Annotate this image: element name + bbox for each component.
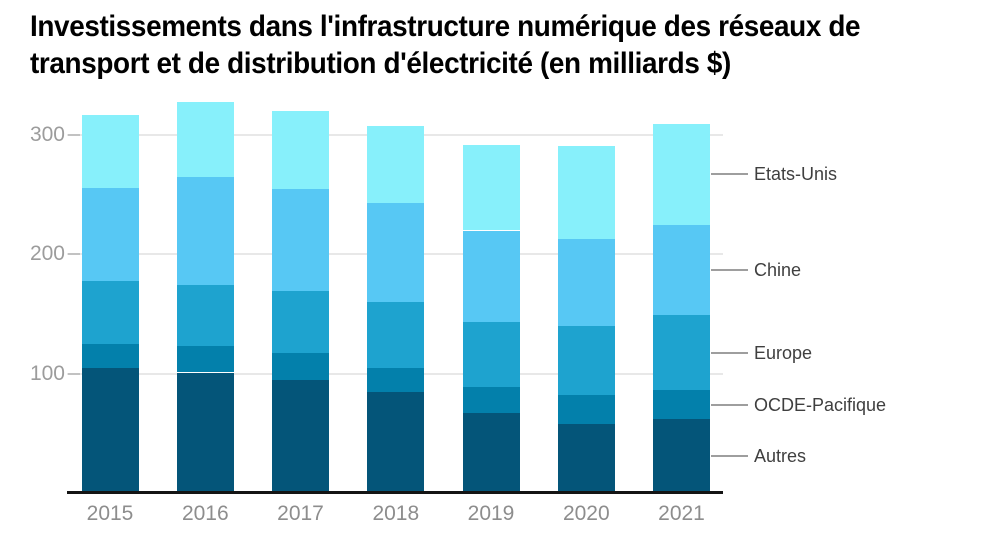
bar-segment-2019-OCDE-Pacifique[interactable] bbox=[462, 386, 520, 413]
bar-segment-2016-OCDE-Pacifique[interactable] bbox=[176, 346, 234, 373]
legend-connector-OCDE-Pacifique bbox=[711, 404, 748, 406]
x-tick-label-2018: 2018 bbox=[372, 502, 420, 525]
bar-segment-2016-Autres[interactable] bbox=[176, 372, 234, 493]
legend-connector-Autres bbox=[711, 455, 748, 457]
bar-segment-2018-Chine[interactable] bbox=[367, 203, 425, 303]
legend-label-Etats-Unis: Etats-Unis bbox=[754, 164, 838, 184]
x-tick-label-2017: 2017 bbox=[277, 502, 324, 525]
bar-segment-2020-OCDE-Pacifique[interactable] bbox=[557, 395, 615, 424]
bar-segment-2018-Europe[interactable] bbox=[367, 302, 425, 368]
bar-segment-2016-Europe[interactable] bbox=[176, 285, 234, 347]
bar-segment-2015-OCDE-Pacifique[interactable] bbox=[81, 343, 139, 368]
x-tick-label-2019: 2019 bbox=[467, 502, 515, 525]
legend-connector-Chine bbox=[711, 269, 748, 271]
y-tick-label-200: 200 bbox=[29, 242, 65, 265]
bar-segment-2016-Etats-Unis[interactable] bbox=[176, 101, 234, 177]
chart-title-line1: Investissements dans l'infrastructure nu… bbox=[30, 10, 861, 43]
legend-label-OCDE-Pacifique: OCDE-Pacifique bbox=[754, 395, 887, 415]
bar-segment-2021-OCDE-Pacifique[interactable] bbox=[653, 390, 710, 419]
bar-segment-2015-Etats-Unis[interactable] bbox=[81, 114, 139, 188]
bar-segment-2021-Europe[interactable] bbox=[653, 315, 710, 391]
bar-segment-2020-Chine[interactable] bbox=[557, 238, 615, 326]
bar-segment-2016-Chine[interactable] bbox=[176, 176, 234, 286]
bar-segment-2017-OCDE-Pacifique[interactable] bbox=[272, 353, 329, 380]
bar-segment-2019-Chine[interactable] bbox=[462, 230, 520, 323]
bar-segment-2017-Chine[interactable] bbox=[272, 188, 329, 292]
legend-connector-Etats-Unis bbox=[711, 173, 748, 175]
bar-segment-2017-Europe[interactable] bbox=[272, 291, 329, 354]
bar-segment-2017-Autres[interactable] bbox=[272, 379, 329, 493]
bar-segment-2015-Autres[interactable] bbox=[81, 367, 139, 493]
bar-segment-2019-Europe[interactable] bbox=[462, 322, 520, 387]
bar-segment-2019-Autres[interactable] bbox=[462, 413, 520, 493]
bar-segment-2017-Etats-Unis[interactable] bbox=[272, 111, 329, 189]
x-axis-line bbox=[67, 491, 723, 494]
bar-segment-2021-Autres[interactable] bbox=[653, 419, 710, 493]
bar-segment-2021-Chine[interactable] bbox=[653, 224, 710, 316]
bar-segment-2021-Etats-Unis[interactable] bbox=[653, 124, 710, 225]
y-axis-tick-300 bbox=[68, 134, 80, 136]
x-tick-label-2021: 2021 bbox=[658, 502, 705, 525]
legend-label-Chine: Chine bbox=[754, 260, 802, 280]
chart-title: Investissements dans l'infrastructure nu… bbox=[30, 8, 861, 82]
legend-label-Autres: Autres bbox=[754, 446, 807, 466]
y-axis-tick-200 bbox=[68, 253, 80, 255]
bar-segment-2018-OCDE-Pacifique[interactable] bbox=[367, 367, 425, 392]
y-axis-tick-100 bbox=[68, 373, 80, 375]
bar-segment-2018-Etats-Unis[interactable] bbox=[367, 125, 425, 204]
legend-connector-Europe bbox=[711, 352, 748, 354]
x-tick-label-2015: 2015 bbox=[86, 502, 134, 525]
bar-segment-2015-Europe[interactable] bbox=[81, 280, 139, 344]
bar-segment-2018-Autres[interactable] bbox=[367, 391, 425, 493]
y-tick-label-300: 300 bbox=[29, 123, 65, 146]
bar-segment-2015-Chine[interactable] bbox=[81, 187, 139, 281]
legend-label-Europe: Europe bbox=[754, 343, 813, 363]
bar-segment-2019-Etats-Unis[interactable] bbox=[462, 144, 520, 231]
y-tick-label-100: 100 bbox=[29, 362, 65, 385]
bar-segment-2020-Etats-Unis[interactable] bbox=[557, 145, 615, 239]
x-tick-label-2020: 2020 bbox=[562, 502, 610, 525]
bar-segment-2020-Autres[interactable] bbox=[557, 423, 615, 493]
chart-title-line2: transport et de distribution d'électrici… bbox=[30, 47, 731, 80]
bar-segment-2020-Europe[interactable] bbox=[557, 326, 615, 396]
x-tick-label-2016: 2016 bbox=[181, 502, 229, 525]
